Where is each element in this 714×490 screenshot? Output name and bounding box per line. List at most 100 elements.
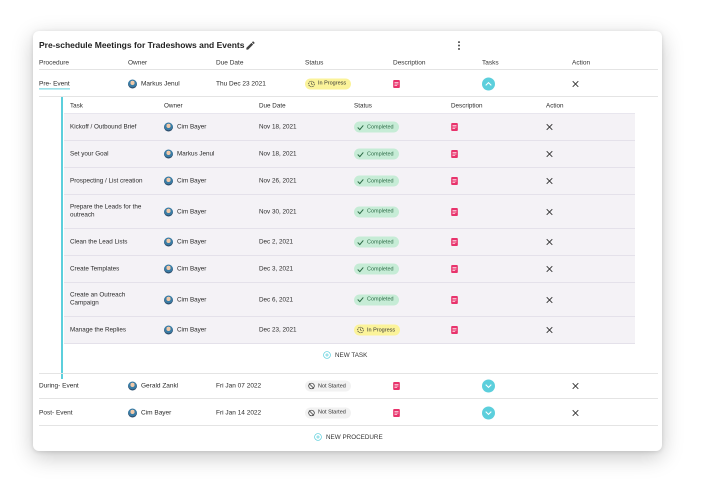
delete-task-button[interactable] bbox=[546, 150, 553, 158]
task-due-date[interactable]: Dec 3, 2021 bbox=[259, 265, 293, 273]
procedure-owner[interactable]: Markus Jenul bbox=[128, 79, 180, 88]
close-icon bbox=[572, 382, 579, 390]
description-button[interactable] bbox=[451, 150, 458, 158]
procedure-name[interactable]: Post- Event bbox=[39, 409, 73, 416]
status-badge[interactable]: Completed bbox=[354, 263, 399, 275]
task-row[interactable]: Prospecting / List creation Cim Bayer No… bbox=[64, 168, 635, 195]
procedure-due-date[interactable]: Fri Jan 14 2022 bbox=[216, 409, 262, 416]
status-badge[interactable]: Completed bbox=[354, 175, 399, 187]
procedure-due-date[interactable]: Thu Dec 23 2021 bbox=[216, 80, 266, 87]
header-action: Action bbox=[572, 59, 591, 66]
status-label: Not Started bbox=[318, 409, 346, 416]
procedure-name[interactable]: During- Event bbox=[39, 382, 79, 390]
new-procedure-button[interactable]: NEW PROCEDURE bbox=[314, 433, 383, 441]
delete-procedure-button[interactable] bbox=[572, 80, 579, 87]
new-task-button[interactable]: NEW TASK bbox=[323, 351, 367, 359]
description-button[interactable] bbox=[393, 79, 400, 88]
task-row[interactable]: Prepare the Leads for the outreach Cim B… bbox=[64, 195, 635, 229]
task-row[interactable]: Kickoff / Outbound Brief Cim Bayer Nov 1… bbox=[64, 114, 635, 141]
owner-name: Cim Bayer bbox=[177, 265, 207, 273]
checkmark-icon bbox=[357, 151, 364, 157]
task-owner[interactable]: Cim Bayer bbox=[164, 325, 206, 335]
description-button[interactable] bbox=[451, 295, 458, 304]
description-button[interactable] bbox=[451, 177, 458, 185]
description-button[interactable] bbox=[451, 207, 458, 216]
task-owner[interactable]: Cim Bayer bbox=[164, 264, 207, 274]
task-row[interactable]: Set your Goal Markus Jenul Nov 18, 2021 … bbox=[64, 141, 635, 168]
status-badge[interactable]: In Progress bbox=[354, 324, 401, 336]
delete-procedure-button[interactable] bbox=[572, 382, 579, 390]
procedure-row[interactable]: Post- Event Cim Bayer Fri Jan 14 2022 No… bbox=[39, 400, 658, 426]
checkmark-icon bbox=[357, 209, 364, 215]
task-row[interactable]: Create Templates Cim Bayer Dec 3, 2021 C… bbox=[64, 256, 635, 283]
status-badge[interactable]: Completed bbox=[354, 206, 399, 217]
description-button[interactable] bbox=[451, 326, 458, 334]
delete-task-button[interactable] bbox=[546, 265, 553, 273]
task-name[interactable]: Prospecting / List creation bbox=[70, 177, 143, 185]
task-owner[interactable]: Cim Bayer bbox=[164, 207, 206, 216]
procedure-owner[interactable]: Gerald Zankl bbox=[128, 381, 178, 391]
task-due-date[interactable]: Nov 18, 2021 bbox=[259, 150, 297, 158]
description-icon bbox=[451, 150, 458, 158]
delete-task-button[interactable] bbox=[546, 238, 553, 246]
task-owner[interactable]: Cim Bayer bbox=[164, 295, 206, 304]
description-icon bbox=[451, 238, 458, 246]
task-due-date[interactable]: Nov 30, 2021 bbox=[259, 208, 297, 215]
delete-task-button[interactable] bbox=[546, 177, 553, 185]
delete-task-button[interactable] bbox=[546, 296, 553, 303]
clock-progress-icon bbox=[357, 326, 364, 334]
description-button[interactable] bbox=[451, 265, 458, 273]
delete-procedure-button[interactable] bbox=[572, 409, 579, 416]
task-due-date[interactable]: Dec 23, 2021 bbox=[259, 326, 297, 334]
procedure-due-date[interactable]: Fri Jan 07 2022 bbox=[216, 382, 262, 390]
task-due-date[interactable]: Dec 2, 2021 bbox=[259, 238, 293, 246]
description-button[interactable] bbox=[393, 382, 400, 390]
status-badge[interactable]: Completed bbox=[354, 294, 399, 305]
task-due-date[interactable]: Nov 18, 2021 bbox=[259, 123, 297, 131]
status-badge[interactable]: Not Started bbox=[305, 407, 351, 418]
status-label: Completed bbox=[367, 296, 394, 303]
task-name[interactable]: Clean the Lead Lists bbox=[70, 238, 128, 246]
status-badge[interactable]: Completed bbox=[354, 121, 399, 133]
status-badge[interactable]: Not Started bbox=[305, 380, 351, 392]
avatar bbox=[164, 149, 173, 159]
task-owner[interactable]: Markus Jenul bbox=[164, 149, 215, 159]
subpanel-accent-bar bbox=[61, 97, 63, 379]
status-badge[interactable]: In Progress bbox=[305, 78, 352, 89]
task-name[interactable]: Manage the Replies bbox=[70, 326, 127, 334]
task-due-date[interactable]: Nov 26, 2021 bbox=[259, 177, 297, 185]
task-owner[interactable]: Cim Bayer bbox=[164, 237, 206, 247]
status-label: Completed bbox=[367, 239, 394, 245]
task-name[interactable]: Create an Outreach Campaign bbox=[70, 291, 126, 307]
status-badge[interactable]: Completed bbox=[354, 148, 399, 160]
task-row[interactable]: Clean the Lead Lists Cim Bayer Dec 2, 20… bbox=[64, 229, 635, 256]
owner-name: Markus Jenul bbox=[177, 150, 215, 158]
description-button[interactable] bbox=[451, 123, 458, 131]
pencil-icon[interactable] bbox=[245, 40, 256, 51]
task-due-date[interactable]: Dec 6, 2021 bbox=[259, 296, 293, 303]
description-button[interactable] bbox=[393, 408, 400, 417]
procedure-row[interactable]: Pre- Event Markus Jenul Thu Dec 23 2021 … bbox=[39, 71, 658, 97]
task-row[interactable]: Manage the Replies Cim Bayer Dec 23, 202… bbox=[64, 317, 635, 344]
task-name[interactable]: Kickoff / Outbound Brief bbox=[70, 123, 137, 131]
procedure-row[interactable]: During- Event Gerald Zankl Fri Jan 07 20… bbox=[39, 373, 658, 399]
task-name[interactable]: Prepare the Leads for the outreach bbox=[70, 203, 142, 219]
delete-task-button[interactable] bbox=[546, 326, 553, 334]
expand-tasks-button[interactable] bbox=[482, 379, 495, 393]
expand-tasks-button[interactable] bbox=[482, 406, 495, 419]
procedure-owner[interactable]: Cim Bayer bbox=[128, 408, 171, 417]
status-badge[interactable]: Completed bbox=[354, 236, 399, 248]
collapse-tasks-button[interactable] bbox=[482, 77, 495, 90]
header-task-action: Action bbox=[546, 102, 564, 109]
task-owner[interactable]: Cim Bayer bbox=[164, 176, 206, 186]
description-button[interactable] bbox=[451, 238, 458, 246]
more-vertical-icon[interactable] bbox=[455, 40, 463, 51]
delete-task-button[interactable] bbox=[546, 123, 553, 131]
task-name[interactable]: Set your Goal bbox=[70, 150, 109, 158]
status-label: In Progress bbox=[367, 327, 396, 333]
delete-task-button[interactable] bbox=[546, 208, 553, 215]
procedure-name[interactable]: Pre- Event bbox=[39, 79, 70, 89]
task-name[interactable]: Create Templates bbox=[70, 265, 120, 273]
task-row[interactable]: Create an Outreach Campaign Cim Bayer De… bbox=[64, 283, 635, 317]
task-owner[interactable]: Cim Bayer bbox=[164, 122, 206, 132]
